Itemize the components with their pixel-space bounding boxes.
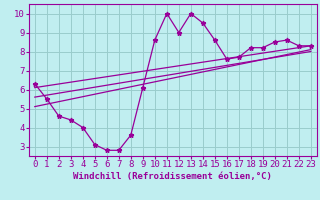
X-axis label: Windchill (Refroidissement éolien,°C): Windchill (Refroidissement éolien,°C) [73, 172, 272, 181]
